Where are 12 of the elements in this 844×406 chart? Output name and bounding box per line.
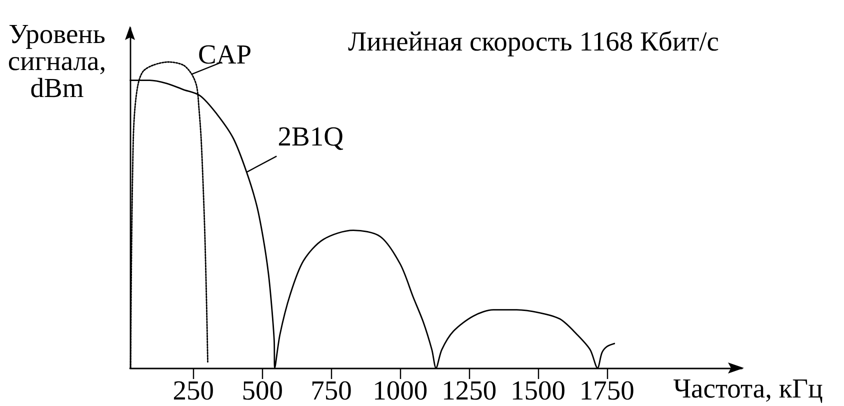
x-tick-label: 1000 (372, 374, 428, 406)
series-label: CAP (198, 38, 252, 70)
chart-title: Линейная скорость 1168 Кбит/с (348, 26, 719, 56)
x-axis-title: Частота, кГц (673, 372, 824, 404)
x-tick-label: 1250 (442, 374, 497, 406)
x-tick-label: 250 (172, 374, 214, 406)
y-axis-title: Уровень сигнала, dBm (8, 18, 106, 103)
series-label: 2B1Q (278, 120, 344, 152)
x-tick-label: 500 (242, 374, 283, 406)
x-tick-label: 750 (310, 374, 352, 406)
x-tick-label: 1750 (579, 374, 634, 406)
x-tick-label: 1500 (510, 374, 566, 406)
